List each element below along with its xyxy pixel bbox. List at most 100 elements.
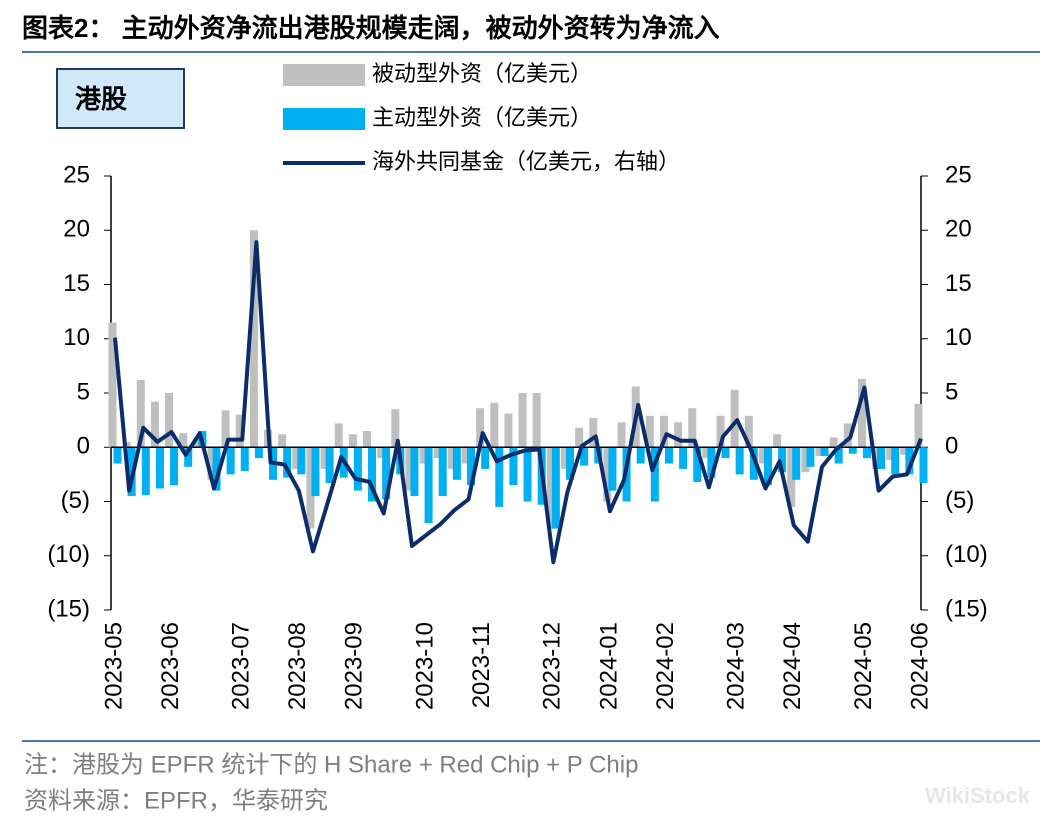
x-tick-label: 2024-06: [906, 622, 933, 710]
bar: [679, 447, 688, 469]
bar: [914, 403, 923, 448]
bar: [165, 393, 174, 448]
y-tick-label: 5: [77, 378, 90, 405]
bar: [452, 447, 461, 480]
bar: [368, 447, 377, 502]
y2-tick-label: 15: [945, 270, 972, 297]
y-tick-label: 20: [63, 216, 90, 243]
y-tick-label: (15): [47, 595, 90, 622]
bar: [721, 447, 730, 459]
source: 资料来源：EPFR，华泰研究: [24, 787, 328, 814]
x-tick-label: 2023-06: [157, 622, 184, 710]
bar: [532, 393, 541, 448]
bar: [476, 408, 485, 448]
bar: [462, 447, 471, 464]
bar: [617, 422, 626, 448]
bar: [504, 413, 513, 448]
bar: [857, 378, 866, 448]
bar: [382, 447, 391, 500]
bar: [650, 447, 659, 502]
bar: [334, 423, 343, 448]
bar: [179, 433, 188, 448]
bar: [108, 322, 117, 448]
bar: [749, 447, 758, 480]
region-box: [56, 68, 185, 129]
bar: [150, 401, 159, 448]
x-tick-label: 2023-09: [341, 622, 368, 710]
y-tick-label: 10: [63, 324, 90, 351]
bar: [778, 447, 787, 473]
bar: [905, 447, 914, 475]
bar: [758, 447, 767, 464]
bar: [467, 447, 476, 486]
bar: [433, 447, 442, 459]
bar: [589, 417, 598, 448]
bar: [136, 379, 145, 448]
x-tick-label: 2024-02: [652, 622, 679, 710]
bar: [787, 447, 796, 507]
bar: [292, 447, 301, 469]
bar: [862, 447, 871, 459]
bar: [763, 447, 772, 486]
bar: [363, 430, 372, 448]
x-tick-label: 2024-04: [779, 622, 806, 710]
bar: [481, 447, 490, 469]
bar: [424, 447, 433, 524]
y2-tick-label: 20: [945, 216, 972, 243]
bar: [546, 447, 555, 529]
bar: [240, 447, 249, 472]
bar: [773, 434, 782, 448]
bar: [283, 447, 292, 478]
region-label: 港股: [75, 84, 127, 114]
bar: [575, 427, 584, 448]
x-tick-label: 2024-01: [595, 622, 622, 710]
bar: [348, 434, 357, 448]
bar: [693, 447, 702, 482]
y-tick-label: 15: [63, 270, 90, 297]
bar: [226, 447, 235, 475]
y2-tick-label: (10): [945, 541, 988, 568]
x-tick-label: 2024-05: [850, 622, 877, 710]
bar: [377, 447, 386, 459]
bar: [792, 447, 801, 480]
bar: [801, 447, 810, 473]
bar: [891, 447, 900, 475]
bar: [113, 447, 122, 464]
bar: [877, 447, 886, 469]
y-tick-label: 25: [63, 161, 90, 188]
bar: [820, 447, 829, 456]
bar: [193, 438, 202, 448]
bar: [249, 230, 258, 448]
bar: [843, 423, 852, 448]
legend-label: 被动型外资（亿美元）: [372, 61, 592, 86]
bar: [645, 415, 654, 448]
bar: [410, 447, 419, 497]
bar: [207, 447, 216, 480]
x-tick-label: 2023-08: [284, 622, 311, 710]
bar: [141, 447, 150, 495]
x-tick-label: 2023-11: [468, 622, 495, 708]
bar: [560, 447, 569, 469]
legend-label: 海外共同基金（亿美元，右轴）: [372, 149, 680, 174]
x-tick-label: 2023-10: [411, 622, 438, 710]
bar: [353, 447, 362, 491]
bar: [212, 447, 221, 491]
bar: [278, 434, 287, 448]
watermark: WikiStock: [925, 783, 1031, 808]
bar: [170, 447, 179, 486]
x-tick-label: 2023-05: [100, 622, 127, 710]
y-tick-label: 0: [77, 433, 90, 460]
bar: [419, 447, 428, 464]
bar: [509, 447, 518, 486]
bar: [523, 447, 532, 502]
bar: [674, 422, 683, 448]
bar: [702, 447, 711, 459]
bar: [919, 447, 928, 484]
x-tick-label: 2024-03: [723, 622, 750, 710]
bar: [636, 447, 645, 464]
bar: [306, 447, 315, 529]
note: 注：港股为 EPFR 统计下的 H Share + Red Chip + P C…: [24, 751, 638, 778]
bar: [391, 409, 400, 448]
x-tick-label: 2023-07: [228, 622, 255, 710]
